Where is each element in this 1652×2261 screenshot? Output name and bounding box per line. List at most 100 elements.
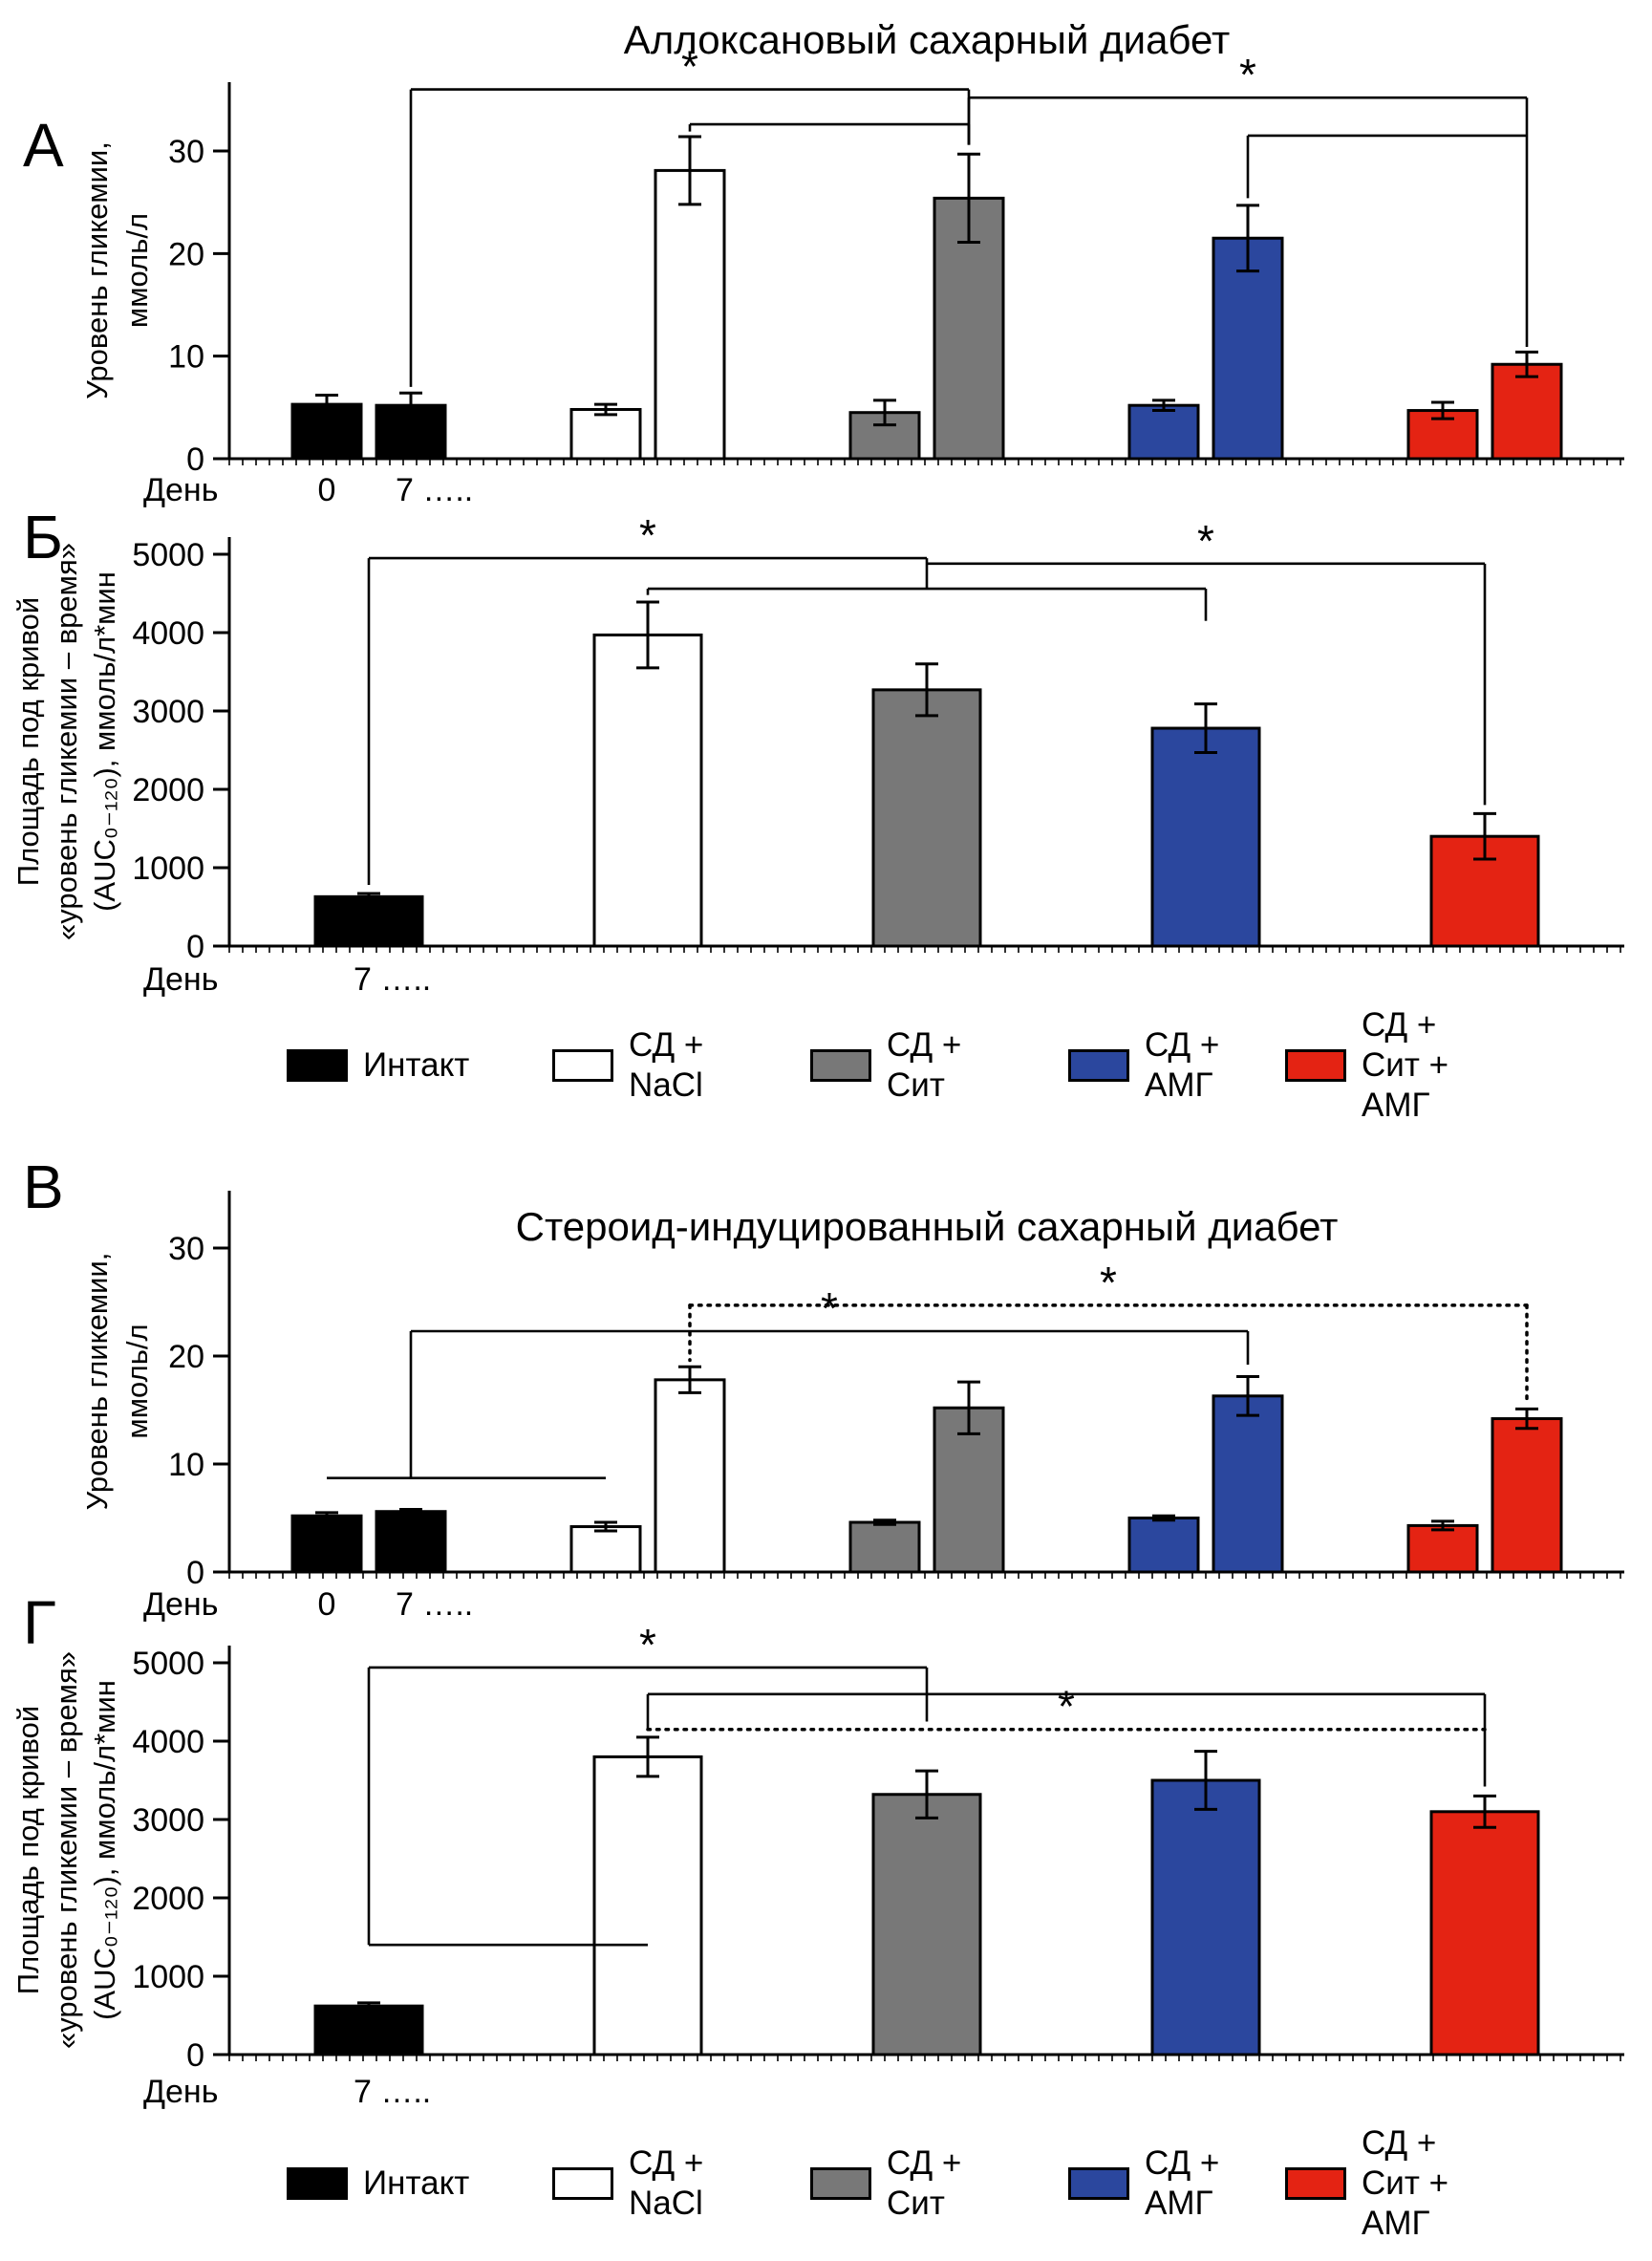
- legend-item: СД + Сит + АМГ: [1285, 2117, 1448, 2250]
- legend-label: СД + АМГ: [1145, 2144, 1220, 2222]
- x-tick-label: 7 …..: [354, 961, 431, 998]
- y-tick-label: 1000: [132, 851, 204, 887]
- significance-star: *: [1239, 50, 1256, 99]
- y-tick-label: 10: [168, 1447, 204, 1483]
- legend-swatch: [552, 1049, 613, 1082]
- y-tick-label: 0: [186, 1555, 204, 1591]
- legend-item: СД + АМГ: [1068, 999, 1219, 1132]
- x-tick-label: 7 …..: [354, 2074, 431, 2110]
- y-axis-label: Уровень гликемии,: [80, 141, 114, 399]
- y-tick-label: 0: [186, 2037, 204, 2074]
- x-tick-label: 7 …..: [396, 1586, 473, 1623]
- y-tick-label: 30: [168, 134, 204, 170]
- y-tick-label: 20: [168, 236, 204, 272]
- legend-label: СД + Сит + АМГ: [1362, 2124, 1449, 2242]
- bar: [290, 1514, 363, 1574]
- legend-swatch: [287, 2167, 348, 2200]
- bar: [1127, 403, 1200, 461]
- bar: [1406, 409, 1479, 461]
- bar: [1150, 726, 1261, 948]
- legend-item: Интакт: [287, 999, 469, 1132]
- significance-star: *: [639, 510, 656, 560]
- bar: [654, 168, 726, 461]
- y-axis-label: Площадь под кривой: [11, 597, 45, 886]
- legend-item: СД + NaCl: [552, 999, 703, 1132]
- significance-star: *: [821, 1283, 838, 1333]
- y-tick-label: 3000: [132, 1802, 204, 1839]
- bar: [569, 1525, 642, 1574]
- bar: [1212, 1394, 1284, 1574]
- y-axis-label: «уровень гликемии – время»: [50, 1651, 83, 2049]
- bar: [592, 1755, 703, 2056]
- significance-star: *: [1197, 516, 1214, 566]
- legend-label: СД + Сит: [887, 2144, 962, 2222]
- y-axis-label: Площадь под кривой: [11, 1706, 45, 1994]
- legend-label: СД + Сит + АМГ: [1362, 1006, 1449, 1124]
- y-tick-label: 0: [186, 441, 204, 478]
- panel-letter-b: Б: [23, 503, 63, 571]
- significance-star: *: [639, 1620, 656, 1669]
- y-tick-label: 5000: [132, 537, 204, 573]
- legend-swatch: [552, 2167, 613, 2200]
- bar: [1429, 1810, 1540, 2056]
- significance-star: *: [681, 42, 698, 92]
- bar: [848, 411, 921, 461]
- legend-item: СД + Сит: [810, 999, 961, 1132]
- legend-label: СД + NaCl: [629, 1026, 704, 1104]
- legend-item: СД + АМГ: [1068, 2117, 1219, 2250]
- legend-item: СД + Сит: [810, 2117, 961, 2250]
- bar: [375, 1510, 447, 1574]
- y-tick-label: 5000: [132, 1646, 204, 1682]
- legend-item: Интакт: [287, 2117, 469, 2250]
- y-tick-label: 2000: [132, 772, 204, 808]
- y-tick-label: 10: [168, 339, 204, 376]
- y-tick-label: 3000: [132, 694, 204, 730]
- bar: [1212, 236, 1284, 461]
- legend-swatch: [1068, 2167, 1129, 2200]
- y-tick-label: 1000: [132, 1959, 204, 1995]
- panel-letter-g: Г: [23, 1588, 56, 1657]
- legend-label: СД + NaCl: [629, 2144, 704, 2222]
- x-axis-day-label: День: [143, 472, 218, 508]
- x-axis-day-label: День: [143, 2074, 218, 2110]
- legend-swatch: [1068, 1049, 1129, 1082]
- bar: [1491, 1417, 1563, 1574]
- bar: [1127, 1517, 1200, 1574]
- legend-item: СД + Сит + АМГ: [1285, 999, 1448, 1132]
- bar: [1406, 1523, 1479, 1574]
- y-tick-label: 0: [186, 929, 204, 965]
- y-tick-label: 4000: [132, 1724, 204, 1760]
- panel-letter-a: А: [23, 111, 64, 180]
- x-axis-day-label: День: [143, 1586, 218, 1623]
- bar: [933, 1406, 1005, 1574]
- x-tick-label: 0: [318, 472, 336, 508]
- legend-swatch: [1285, 1049, 1346, 1082]
- x-axis-day-label: День: [143, 961, 218, 998]
- chart-title: Аллоксановый сахарный диабет: [624, 17, 1230, 62]
- y-axis-label: ммоль/л: [120, 213, 154, 328]
- bar: [1150, 1778, 1261, 2056]
- significance-star: *: [1058, 1682, 1075, 1732]
- legend-row-1: Интакт СД + NaCl СД + Сит СД + АМГ СД + Сит + АМГ: [0, 999, 1652, 1132]
- y-tick-label: 30: [168, 1231, 204, 1267]
- legend-swatch: [1285, 2167, 1346, 2200]
- legend-label: СД + Сит: [887, 1026, 962, 1104]
- y-axis-label: (AUC₀₋₁₂₀), ммоль/л*мин: [88, 571, 121, 912]
- bar: [313, 894, 424, 948]
- y-axis-label: ммоль/л: [120, 1324, 154, 1438]
- bar: [569, 407, 642, 461]
- panel-letter-v: В: [23, 1152, 64, 1221]
- y-tick-label: 2000: [132, 1881, 204, 1917]
- x-tick-label: 7 …..: [396, 472, 473, 508]
- bar: [654, 1378, 726, 1574]
- bar: [592, 633, 703, 948]
- y-axis-label: Уровень гликемии,: [80, 1253, 114, 1511]
- significance-star: *: [1100, 1258, 1117, 1307]
- chart-title: Стероид-индуцированный сахарный диабет: [516, 1204, 1339, 1249]
- y-axis-label: «уровень гликемии – время»: [50, 543, 83, 940]
- legend-item: СД + NaCl: [552, 2117, 703, 2250]
- bar: [871, 688, 982, 948]
- bar: [848, 1520, 921, 1574]
